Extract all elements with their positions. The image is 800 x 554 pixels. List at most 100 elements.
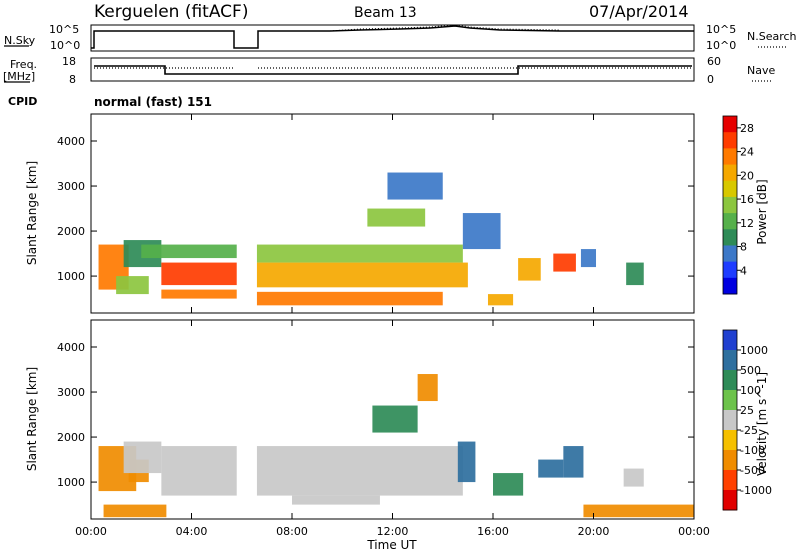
date-label: 07/Apr/2014 [589, 2, 689, 21]
velocity-colorbar-label: Velocity [m s^-1] [755, 372, 769, 476]
data-region [518, 258, 541, 281]
colorbar-segment [723, 132, 737, 149]
colorbar-tick-label: 16 [740, 193, 754, 206]
time-axis-label: Time UT [366, 538, 417, 552]
nave-tick-top: 60 [707, 55, 721, 68]
time-tick-label: 08:00 [276, 525, 308, 538]
noise-right-tick-top: 10^5 [706, 23, 736, 36]
data-region [141, 244, 237, 259]
nave-label: Nave [747, 64, 775, 77]
y-tick-label: 2000 [57, 431, 85, 444]
data-region [457, 441, 476, 483]
colorbar-tick-label: 12 [740, 217, 754, 230]
colorbar-segment [723, 450, 737, 471]
y-tick-label: 2000 [57, 225, 85, 238]
y-tick-label: 3000 [57, 386, 85, 399]
data-region [626, 262, 644, 286]
colorbar-segment [723, 277, 737, 295]
freq-line [94, 65, 692, 75]
noise-right-label: N.Search [747, 30, 797, 43]
data-region [417, 374, 438, 402]
freq-label-line1: Freq. [10, 58, 37, 71]
data-region [103, 504, 167, 518]
frequency-panel: Freq. [MHz] 18 8 60 0 Nave [3, 55, 775, 86]
colorbar-segment [723, 350, 737, 371]
data-region [161, 446, 237, 496]
time-tick-label: 04:00 [176, 525, 208, 538]
data-region [462, 213, 501, 250]
data-region [123, 441, 162, 474]
cpid-label: CPID [8, 95, 37, 108]
colorbar-segment [723, 180, 737, 198]
data-region [387, 172, 443, 200]
data-region [372, 405, 418, 433]
data-region [580, 249, 597, 268]
colorbar-segment [723, 261, 737, 279]
y-tick-label: 3000 [57, 180, 85, 193]
colorbar-tick-label: 25 [740, 404, 754, 417]
data-region [292, 495, 380, 505]
data-region [538, 459, 564, 478]
noise-search-line [329, 24, 561, 32]
data-region [161, 289, 237, 299]
data-region [256, 262, 468, 288]
noise-left-tick-top: 10^5 [49, 23, 79, 36]
freq-tick-bottom: 8 [69, 73, 76, 86]
colorbar-tick-label: 500 [740, 364, 761, 377]
colorbar-tick-label: 24 [740, 146, 754, 159]
colorbar-tick-label: -100 [740, 444, 765, 457]
nave-tick-bottom: 0 [707, 73, 714, 86]
time-tick-label: 16:00 [477, 525, 509, 538]
data-region [553, 253, 576, 272]
colorbar-tick-label: -1000 [740, 484, 772, 497]
noise-right-tick-bottom: 10^0 [706, 39, 736, 52]
velocity-colorbar: 1000 500 100 25 -25 -100 -500 -1000 [722, 329, 772, 511]
velocity-panel-ylabel: Slant Range [km] [25, 367, 39, 471]
colorbar-segment [723, 196, 737, 214]
time-tick-label: 00:00 [75, 525, 107, 538]
power-colorbar-label: Power [dB] [755, 179, 769, 244]
colorbar-segment [723, 370, 737, 391]
data-region [563, 446, 584, 478]
time-axis: 00:00 04:00 08:00 12:00 16:00 20:00 00:00 [75, 525, 710, 538]
freq-tick-top: 18 [62, 55, 76, 68]
data-region [256, 244, 463, 263]
noise-sky-line [91, 25, 694, 49]
power-colorbar: 4 8 12 16 20 24 28 [722, 115, 754, 295]
noise-panel: N.Sky 10^5 10^0 N.Search 10^5 10^0 [4, 23, 797, 52]
station-title: Kerguelen (fitACF) [94, 2, 248, 22]
y-tick-label: 4000 [57, 341, 85, 354]
data-region [367, 208, 426, 227]
colorbar-tick-label: -500 [740, 464, 765, 477]
power-panel-ylabel: Slant Range [km] [25, 161, 39, 265]
colorbar-segment [723, 148, 737, 166]
colorbar-segment [723, 390, 737, 411]
colorbar-segment [723, 164, 737, 182]
colorbar-segment [723, 330, 737, 351]
noise-left-tick-bottom: 10^0 [50, 39, 80, 52]
data-region [161, 262, 237, 286]
data-gap [239, 114, 257, 313]
colorbar-segment [723, 229, 737, 246]
colorbar-segment [723, 430, 737, 451]
colorbar-tick-label: 28 [740, 122, 754, 135]
cpid-value: normal (fast) 151 [94, 95, 212, 109]
data-gap [239, 320, 257, 519]
data-region [487, 294, 514, 306]
colorbar-segment [723, 410, 737, 431]
freq-label-line2: [MHz] [3, 70, 35, 83]
colorbar-segment [723, 245, 737, 263]
colorbar-segment [723, 490, 737, 511]
velocity-panel: 1000 2000 3000 4000 Slant Range [km] [25, 319, 695, 520]
data-region [623, 468, 644, 487]
data-region [116, 276, 149, 295]
colorbar-tick-label: 100 [740, 384, 761, 397]
colorbar-segment [723, 470, 737, 491]
y-tick-label: 1000 [57, 270, 85, 283]
y-tick-label: 4000 [57, 135, 85, 148]
colorbar-segment [723, 213, 737, 230]
data-region [256, 291, 443, 306]
colorbar-tick-label: 20 [740, 169, 754, 182]
colorbar-tick-label: 8 [740, 241, 747, 254]
